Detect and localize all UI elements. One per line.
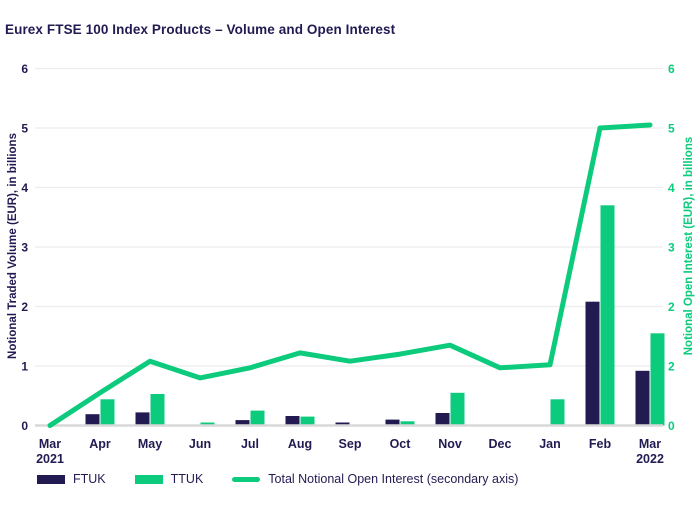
legend-item-ttuk: TTUK: [134, 472, 204, 486]
x-axis-label: Nov: [438, 437, 462, 451]
x-axis-label: Feb: [589, 437, 612, 451]
legend-swatch-bar: [134, 474, 163, 484]
y-axis-tick-right: 5: [668, 122, 675, 136]
y-axis-tick-left: 1: [21, 360, 28, 374]
y-axis-tick-right: 2: [668, 360, 675, 374]
legend: FTUK TTUK Total Notional Open Interest (se…: [37, 469, 518, 489]
bar-ftuk-feb: [585, 301, 600, 426]
y-axis-tick-right: 3: [668, 241, 675, 255]
y-axis-tick-left: 5: [21, 122, 28, 136]
legend-label: Total Notional Open Interest (secondary …: [268, 472, 519, 486]
y-axis-tick-left: 4: [21, 181, 28, 195]
legend-swatch-line: [232, 476, 261, 482]
y-axis-tick-right: 2: [668, 300, 675, 314]
y-axis-tick-left: 6: [21, 62, 28, 76]
bar-ftuk-nov: [435, 413, 450, 426]
bar-ttuk-oct: [400, 421, 415, 426]
bar-ttuk-jul: [250, 410, 265, 426]
bar-ftuk-sep: [335, 422, 350, 426]
bar-ttuk-nov: [450, 392, 465, 426]
bar-ftuk-aug: [285, 416, 300, 426]
x-axis-label: Jan: [539, 437, 561, 451]
bar-ttuk-aug: [300, 416, 315, 426]
bar-ttuk-mar-2022: [650, 333, 665, 426]
bar-ftuk-mar-2022: [635, 370, 650, 426]
legend-item-ftuk: FTUK: [37, 472, 106, 486]
x-axis-label: Mar 2022: [636, 437, 664, 466]
x-axis-label: Jul: [241, 437, 259, 451]
bar-ftuk-apr: [85, 414, 100, 426]
x-axis-label: Jun: [189, 437, 211, 451]
open-interest-line: [47, 122, 653, 428]
x-axis-label: Sep: [339, 437, 362, 451]
legend-item-total-notional-open-interest-secondary-axis: Total Notional Open Interest (secondary …: [232, 472, 518, 486]
y-axis-tick-right: 6: [668, 62, 675, 76]
x-axis-label: Aug: [288, 437, 312, 451]
y-axis-tick-left: 0: [21, 419, 28, 433]
y-axis-tick-right: 4: [668, 181, 675, 195]
bar-ttuk-apr: [100, 399, 115, 426]
bar-ftuk-jul: [235, 420, 250, 426]
y-axis-tick-right: 0: [668, 419, 675, 433]
x-axis-label: Oct: [390, 437, 412, 451]
x-axis-label: Mar 2021: [36, 437, 64, 466]
legend-label: FTUK: [73, 472, 106, 486]
legend-label: TTUK: [170, 472, 204, 486]
legend-swatch-bar: [37, 474, 65, 484]
chart-title: Eurex FTSE 100 Index Products – Volume a…: [5, 22, 396, 37]
bar-ttuk-jan: [550, 399, 565, 426]
x-axis-label: May: [138, 437, 162, 451]
y-axis-tick-left: 2: [21, 300, 28, 314]
bar-ttuk-may: [150, 394, 165, 426]
x-axis-label: Apr: [89, 437, 111, 451]
bar-ftuk-may: [135, 412, 150, 426]
bar-ftuk-oct: [385, 419, 400, 426]
bar-ttuk-jun: [200, 422, 215, 426]
y-axis-tick-left: 3: [21, 241, 28, 255]
bar-ttuk-feb: [600, 205, 615, 426]
x-axis-label: Dec: [489, 437, 512, 451]
